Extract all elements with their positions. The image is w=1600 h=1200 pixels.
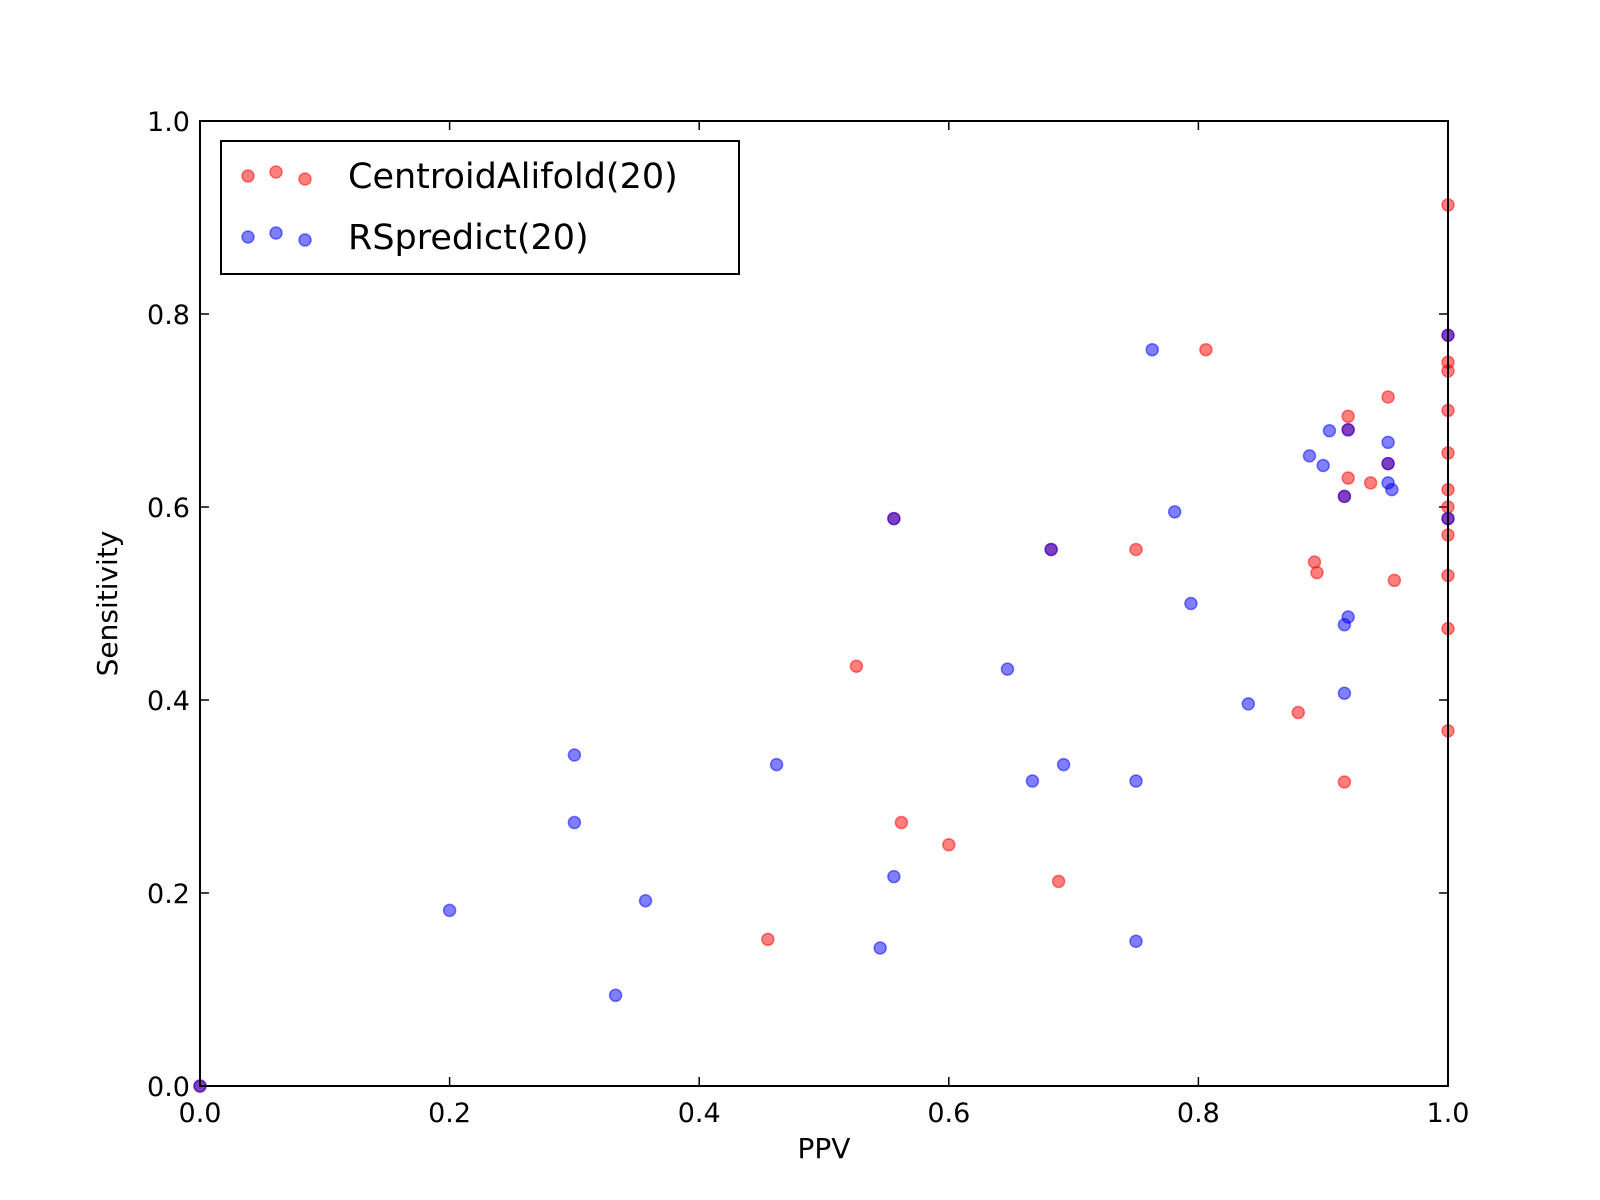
scatter-point-series-2 — [1337, 489, 1352, 504]
x-tick-label: 0.4 — [678, 1098, 721, 1129]
scatter-point-series-2 — [887, 511, 901, 526]
scatter-point-series-2 — [1316, 458, 1330, 473]
scatter-point-series-2 — [1129, 934, 1143, 948]
legend-label-series-1: CentroidAlifold(20) — [348, 157, 678, 197]
scatter-point-series-1 — [942, 838, 956, 852]
y-axis-label: Sensitivity — [91, 531, 124, 677]
scatter-point-series-2 — [1184, 596, 1198, 611]
scatter-point-series-2 — [1044, 542, 1058, 557]
scatter-point-series-2 — [567, 815, 582, 830]
scatter-point-series-2 — [1381, 456, 1395, 471]
x-axis-label: PPV — [798, 1132, 851, 1165]
scatter-point-series-1 — [1341, 409, 1355, 424]
y-tick-label: 0.4 — [147, 686, 190, 717]
x-tick-label: 1.0 — [1427, 1098, 1470, 1129]
scatter-point-series-1 — [1363, 476, 1378, 490]
scatter-point-series-2 — [1341, 610, 1355, 624]
y-tick-label: 0.2 — [147, 879, 190, 910]
scatter-point-series-2 — [442, 903, 457, 918]
legend-marker-series-2 — [298, 233, 312, 247]
scatter-point-series-2 — [873, 941, 887, 955]
legend-label-series-2: RSpredict(20) — [348, 218, 589, 258]
scatter-point-series-1 — [1381, 390, 1395, 404]
x-tick-label: 0.8 — [1177, 1098, 1220, 1129]
scatter-point-series-1 — [1310, 565, 1324, 580]
scatter-point-series-1 — [1199, 342, 1213, 357]
x-tick-label: 0.0 — [179, 1098, 222, 1129]
legend-marker-series-1 — [269, 165, 283, 179]
plot-frame — [199, 120, 1449, 1087]
x-tick-label: 0.2 — [428, 1098, 471, 1129]
scatter-point-series-1 — [1387, 573, 1402, 588]
scatter-point-series-2 — [1167, 505, 1182, 519]
scatter-point-series-2 — [608, 988, 623, 1003]
y-tick-label: 0.6 — [147, 493, 190, 524]
scatter-point-series-2 — [1145, 342, 1159, 357]
scatter-point-series-2 — [1129, 774, 1143, 788]
scatter-point-series-1 — [1051, 874, 1066, 889]
scatter-point-series-2 — [887, 869, 901, 884]
scatter-point-series-1 — [1129, 542, 1143, 557]
scatter-point-series-1 — [849, 659, 864, 673]
scatter-point-series-2 — [1241, 697, 1256, 711]
scatter-point-series-1 — [1291, 705, 1305, 720]
scatter-point-series-2 — [567, 748, 582, 762]
scatter-point-series-2 — [1341, 423, 1355, 437]
scatter-point-series-2 — [1000, 662, 1015, 676]
scatter-point-series-2 — [1025, 774, 1040, 788]
y-tick-label: 1.0 — [147, 107, 190, 138]
scatter-point-series-1 — [761, 932, 775, 947]
scatter-point-series-2 — [638, 893, 653, 908]
y-tick-label: 0.0 — [147, 1072, 190, 1103]
scatter-point-series-2 — [1302, 449, 1317, 463]
scatter-point-series-1 — [1341, 471, 1355, 485]
legend-box — [220, 140, 740, 275]
legend: CentroidAlifold(20) RSpredict(20) — [220, 140, 740, 275]
scatter-point-series-1 — [1337, 775, 1352, 789]
legend-marker-series-1 — [241, 169, 255, 183]
y-tick-label: 0.8 — [147, 300, 190, 331]
legend-marker-series-1 — [298, 172, 312, 186]
scatter-point-series-2 — [1385, 482, 1399, 497]
legend-marker-series-2 — [269, 226, 283, 240]
tick-labels: 0.0 0.2 0.4 0.6 0.8 1.0 0.0 0.2 0.4 0.6 0.8 1.0 — [147, 107, 1469, 1129]
scatter-point-series-2 — [1322, 424, 1337, 438]
scatter-point-series-2 — [1337, 686, 1352, 700]
scatter-point-series-2 — [1056, 757, 1071, 772]
x-tick-label: 0.6 — [927, 1098, 970, 1129]
scatter-point-series-2 — [769, 757, 784, 772]
scatter-point-series-1 — [894, 815, 909, 830]
scatter-point-series-2 — [1381, 435, 1395, 450]
legend-marker-series-2 — [241, 230, 255, 244]
